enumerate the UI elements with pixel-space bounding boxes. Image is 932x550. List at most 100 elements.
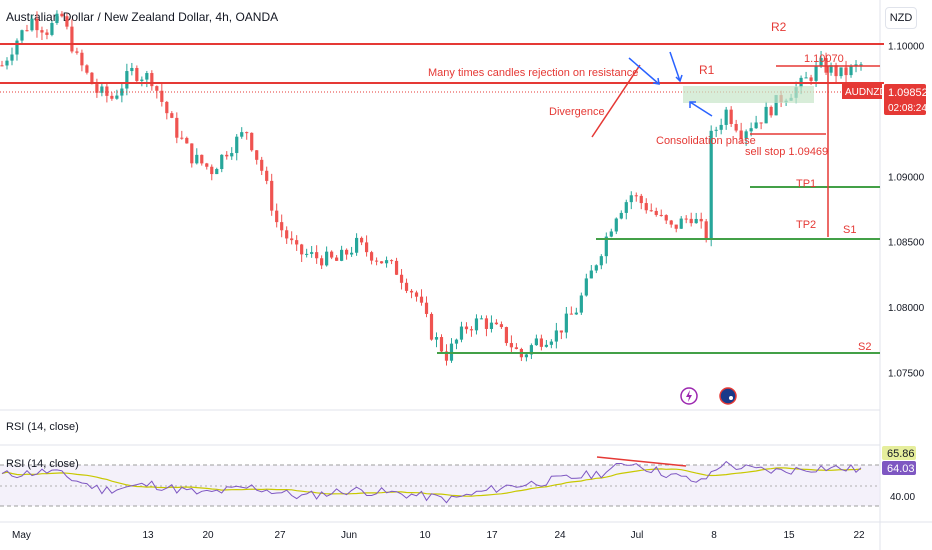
price-tick-label: 1.07500	[888, 368, 925, 379]
candle-body	[70, 26, 74, 52]
candle-body	[454, 339, 459, 344]
candle-body	[359, 237, 364, 243]
candle-body	[275, 210, 279, 223]
time-tick-label: 17	[486, 530, 498, 541]
candle-body	[374, 260, 379, 262]
rsi-pane-title[interactable]: RSI (14, close)	[6, 421, 79, 433]
price-tick-label: 1.10000	[888, 42, 925, 53]
candle-body	[90, 72, 94, 85]
candle-body	[734, 123, 738, 131]
s2-label: S2	[858, 341, 871, 353]
candle-body	[589, 270, 593, 279]
candle-body	[145, 73, 149, 80]
candle-body	[210, 166, 214, 175]
r1-label: R1	[699, 63, 715, 77]
chart-title: Australian Dollar / New Zealand Dollar, …	[6, 10, 279, 24]
candle-body	[504, 327, 509, 344]
candle-body	[389, 260, 394, 262]
candle-body	[300, 244, 304, 255]
candle-body	[15, 40, 19, 55]
symbol-tag	[842, 84, 882, 99]
candle-body	[569, 313, 573, 315]
candle-body	[844, 67, 848, 76]
time-ticks: May 13 20 27 Jun 10 17 24 Jul 8 15 22	[12, 530, 865, 541]
candle-body	[544, 344, 548, 347]
time-tick-label: Jun	[341, 530, 357, 541]
rsi-layer	[1, 460, 862, 504]
candle-body	[220, 154, 224, 170]
candle-body	[384, 260, 389, 264]
candle-body	[105, 86, 109, 96]
candle-body	[414, 292, 419, 297]
candle-body	[120, 88, 124, 96]
currency-button[interactable]: NZD	[885, 7, 917, 29]
candle-body	[265, 170, 269, 181]
candle-body	[484, 318, 489, 329]
candle-body	[205, 163, 209, 167]
candle-body	[225, 154, 229, 157]
candle-body	[434, 337, 439, 340]
rsi-axis-40: 40.00	[890, 492, 915, 503]
candle-body	[514, 347, 519, 349]
candle-body	[629, 195, 633, 203]
candle-body	[759, 122, 763, 124]
candle-body	[30, 18, 34, 31]
candle-body	[679, 218, 683, 229]
candle-body	[270, 180, 274, 211]
candle-body	[429, 313, 434, 340]
candle-body	[719, 124, 723, 130]
time-tick-label: 24	[554, 530, 566, 541]
rsi-value: 64.03	[887, 463, 915, 475]
time-tick-label: 8	[711, 530, 717, 541]
candle-body	[834, 65, 838, 77]
candle-body	[409, 290, 414, 293]
candle-body	[769, 106, 773, 116]
sell-stop-text: sell stop 1.09469	[745, 146, 828, 158]
candle-body	[489, 322, 494, 329]
candle-body	[25, 30, 29, 32]
time-tick-label: 15	[783, 530, 795, 541]
candle-body	[379, 261, 384, 264]
candle-body	[399, 274, 404, 283]
candle-body	[175, 117, 179, 138]
candle-body	[140, 79, 144, 81]
candle-body	[315, 252, 319, 259]
rsi-indicator-label[interactable]: RSI (14, close)	[6, 458, 79, 470]
candle-body	[135, 67, 139, 81]
candle-body	[849, 65, 853, 76]
candle-body	[509, 343, 514, 348]
lightning-icon[interactable]	[680, 387, 698, 405]
tp2-label: TP2	[796, 219, 816, 231]
divergence-trendline	[591, 64, 641, 138]
flag-au-icon[interactable]	[719, 387, 737, 405]
candle-body	[639, 195, 643, 204]
rsi-value-tag	[882, 461, 916, 475]
candle-body	[125, 71, 129, 89]
candle-body	[819, 57, 823, 67]
candle-body	[295, 240, 299, 245]
candle-body	[839, 67, 843, 77]
candle-body	[160, 90, 164, 102]
candle-body	[609, 231, 613, 237]
consolidation-box	[683, 86, 814, 103]
candle-body	[35, 18, 39, 31]
r2-label: R2	[771, 20, 787, 34]
symbol-tag-text: AUDNZD	[845, 87, 887, 98]
candle-body	[774, 95, 778, 116]
candle-body	[559, 330, 563, 333]
candle-body	[354, 237, 359, 253]
candle-body	[554, 330, 558, 342]
last-price-tag	[884, 84, 926, 115]
candle-body	[464, 326, 469, 330]
price-tick-label: 1.08500	[888, 238, 925, 249]
last-price-text: 1.09852	[888, 87, 928, 99]
candle-body	[5, 60, 9, 66]
candle-body	[709, 130, 713, 240]
candle-body	[165, 101, 169, 114]
candle-body	[444, 351, 449, 361]
candle-body	[494, 322, 499, 325]
candle-body	[599, 256, 603, 266]
candle-body	[424, 302, 429, 314]
candle-body	[619, 212, 623, 219]
